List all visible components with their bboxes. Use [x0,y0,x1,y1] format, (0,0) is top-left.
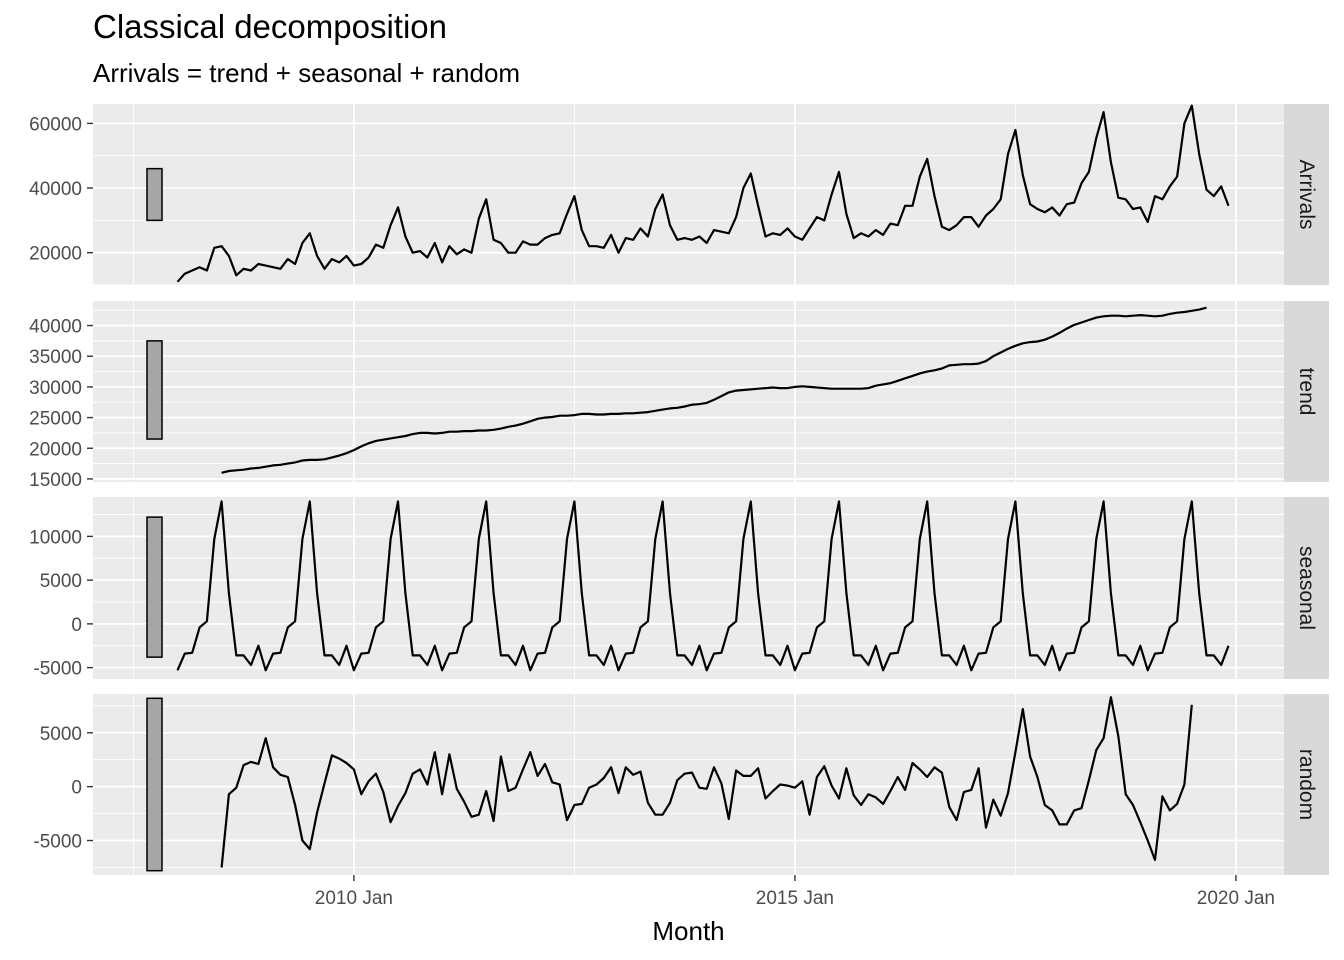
facet-strip-label: trend [1295,368,1318,416]
panel-background [93,301,1284,482]
y-tick-label: 5000 [40,571,82,592]
chart-subtitle: Arrivals = trend + seasonal + random [93,58,521,88]
panel-seasonal: -5000 0 5000 10000 seasonal [29,497,1329,680]
x-tick-label: 2015 Jan [756,888,834,909]
y-tick-label: 15000 [29,470,82,491]
y-tick-label: 5000 [40,724,82,745]
panel-Arrivals: 20000 40000 60000 Arrivals [29,104,1329,286]
scale-bar [146,697,163,872]
y-tick-label: 0 [71,615,82,636]
y-tick-label: 60000 [29,114,82,135]
scale-bar [146,516,163,658]
series-line-random [220,696,1193,868]
x-axis-title: Month [652,916,724,946]
y-tick-label: 35000 [29,347,82,368]
y-tick-label: 40000 [29,317,82,338]
y-tick-label: 20000 [29,439,82,460]
y-tick-label: -5000 [33,659,82,680]
chart-title: Classical decomposition [93,8,447,45]
y-tick-label: 0 [71,778,82,799]
panel-background [93,104,1284,285]
y-tick-label: 30000 [29,378,82,399]
facet-strip [1284,694,1329,875]
facet-strip-label: Arrivals [1295,159,1318,229]
panel-background [93,694,1284,875]
facet-strip-label: seasonal [1295,546,1318,630]
panel-random: -5000 0 5000 random [33,694,1329,875]
facet-strip [1284,301,1329,482]
y-tick-label: 20000 [29,244,82,265]
y-tick-label: 10000 [29,527,82,548]
series-line-seasonal [176,500,1230,672]
series-line-Arrivals [176,104,1230,283]
series-line-trend [221,306,1207,474]
scale-bar [146,167,163,222]
facet-strip [1284,104,1329,285]
scale-bar [146,340,163,440]
x-tick-label: 2020 Jan [1197,888,1275,909]
y-tick-label: 40000 [29,179,82,200]
y-tick-label: 25000 [29,409,82,430]
x-tick-label: 2010 Jan [315,888,393,909]
panel-trend: 15000 20000 25000 30000 35000 40000 trend [29,301,1329,491]
y-tick-label: -5000 [33,832,82,853]
facet-strip [1284,497,1329,679]
panel-background [93,497,1284,679]
facet-strip-label: random [1295,749,1318,820]
